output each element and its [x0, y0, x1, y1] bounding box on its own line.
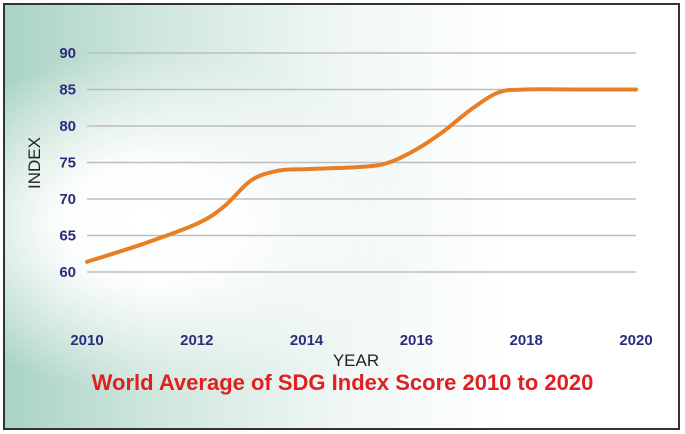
y-tick-label: 90	[59, 45, 76, 62]
x-tick-label: 2020	[619, 332, 652, 349]
y-tick-label: 75	[59, 155, 76, 172]
chart-title: World Average of SDG Index Score 2010 to…	[91, 370, 594, 395]
x-axis-label: YEAR	[333, 351, 379, 370]
y-tick-label: 85	[59, 82, 76, 99]
x-tick-label: 2010	[70, 332, 103, 349]
chart-frame	[3, 3, 680, 430]
y-tick-labels: 60 65 70 75 80 85 90	[59, 45, 76, 281]
y-axis-label: INDEX	[25, 137, 44, 189]
x-tick-label: 2014	[290, 332, 324, 349]
y-tick-label: 70	[59, 191, 76, 208]
x-tick-label: 2016	[400, 332, 433, 349]
y-tick-label: 80	[59, 118, 76, 135]
x-tick-label: 2012	[180, 332, 213, 349]
y-tick-label: 60	[59, 264, 76, 281]
x-tick-label: 2018	[510, 332, 543, 349]
gridlines	[87, 52, 636, 273]
y-tick-label: 65	[59, 228, 76, 245]
x-tick-labels: 2010 2012 2014 2016 2018 2020	[70, 332, 652, 349]
series-line	[85, 87, 638, 264]
